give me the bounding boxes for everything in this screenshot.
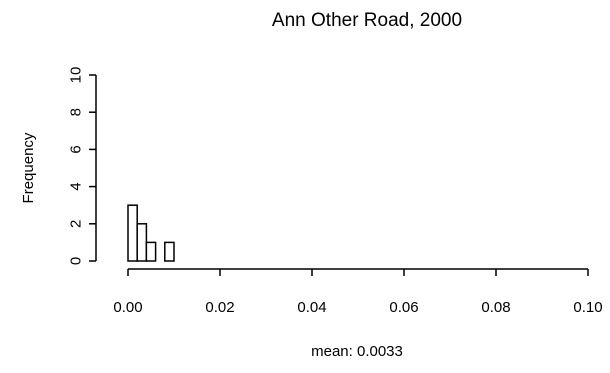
y-tick-label: 10 [68, 67, 85, 84]
x-tick-label: 0.02 [205, 299, 234, 316]
histogram-bars [127, 204, 175, 262]
x-tick-label: 0.08 [481, 299, 510, 316]
y-tick-label: 4 [68, 182, 85, 190]
histogram-bar [136, 223, 148, 262]
y-tick-label: 6 [68, 145, 85, 153]
histogram-bar [145, 241, 157, 262]
y-axis: 0 2 4 6 8 10 [68, 67, 97, 265]
y-tick-label: 8 [68, 108, 85, 116]
y-axis-label: Frequency [20, 132, 37, 203]
x-tick-label: 0.06 [389, 299, 418, 316]
x-axis: 0.00 0.02 0.04 0.06 0.08 0.10 [113, 268, 603, 316]
histogram-bar [164, 241, 175, 262]
x-axis-label: mean: 0.0033 [311, 343, 403, 360]
x-tick-label: 0.10 [573, 299, 602, 316]
chart-title: Ann Other Road, 2000 [272, 10, 462, 31]
x-tick-label: 0.00 [113, 299, 142, 316]
y-tick-label: 2 [68, 220, 85, 228]
x-tick-label: 0.04 [297, 299, 326, 316]
y-tick-label: 0 [68, 257, 85, 265]
histogram-bar [127, 204, 138, 262]
